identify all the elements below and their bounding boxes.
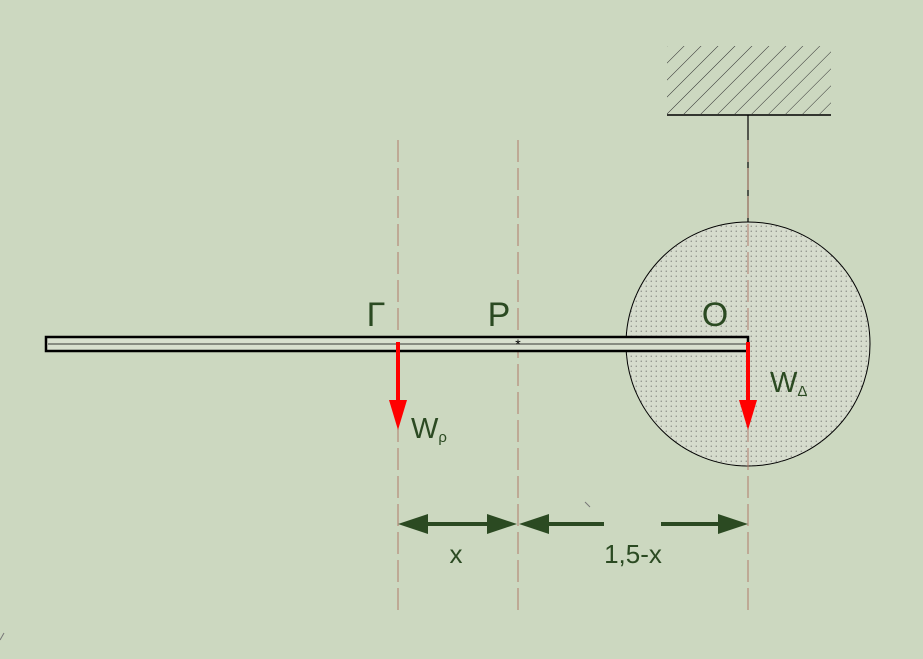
label-dim-rest: 1,5-x — [604, 539, 662, 569]
label-o: O — [702, 296, 728, 334]
corner-mark — [0, 632, 5, 641]
label-weight-disk-main: W — [770, 367, 798, 399]
dimension-arrow-x — [398, 514, 517, 534]
dimension-arrow-rest — [519, 514, 748, 534]
label-p: P — [488, 296, 511, 334]
label-dim-x: x — [450, 539, 463, 569]
center-of-mass-marker: * — [515, 336, 521, 352]
label-weight-rod-sub: ρ — [438, 429, 447, 446]
label-weight-disk-sub: Δ — [797, 383, 807, 400]
stray-mark — [584, 501, 591, 508]
ceiling-support — [667, 46, 831, 222]
label-weight-disk: WΔ — [770, 367, 807, 400]
label-gamma: Γ — [367, 296, 386, 334]
label-weight-rod-main: W — [411, 413, 439, 445]
label-weight-rod: Wρ — [411, 413, 447, 446]
force-arrow-disk — [739, 342, 757, 430]
force-arrow-rod — [389, 342, 407, 430]
